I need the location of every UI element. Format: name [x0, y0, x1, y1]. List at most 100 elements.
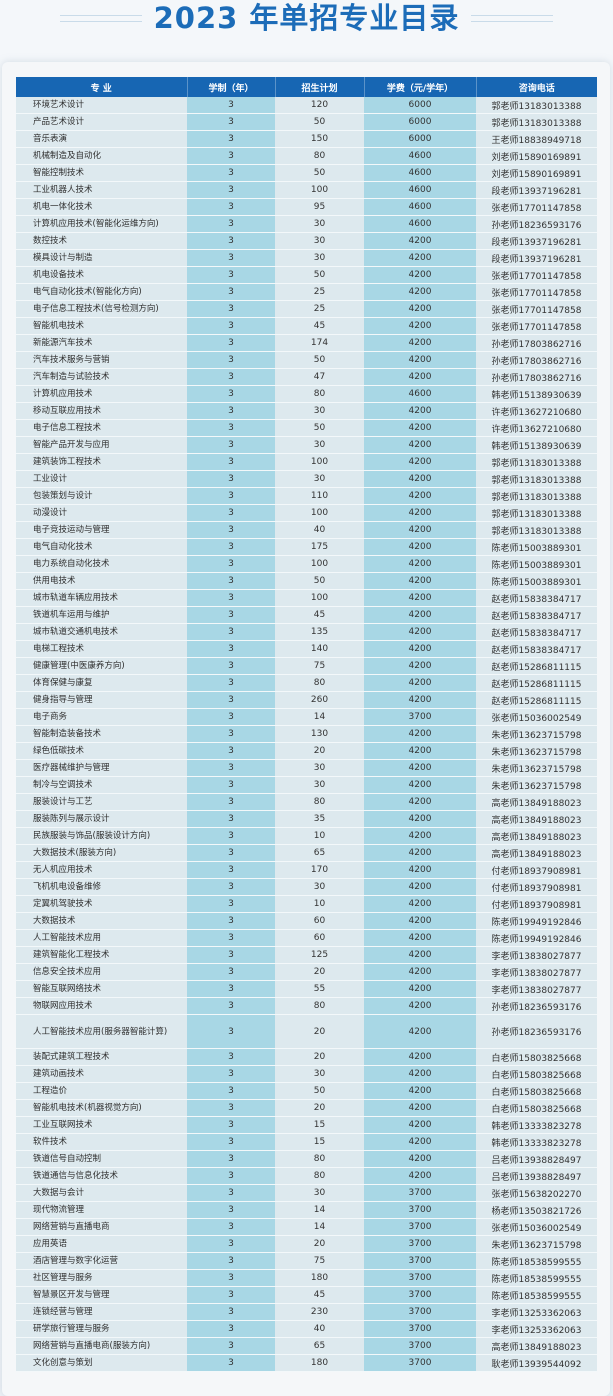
phone: 李老师13253362063 [476, 1303, 597, 1321]
duration: 3 [187, 997, 275, 1015]
tuition: 4600 [364, 385, 476, 403]
header-major: 专 业 [16, 77, 188, 97]
enrollment-plan: 50 [275, 351, 364, 369]
table-row: 研学旅行管理与服务 3 40 3700 李老师13253362063 [16, 1320, 597, 1338]
major-name: 计算机应用技术 [16, 385, 187, 403]
duration: 3 [187, 266, 275, 284]
major-name: 工业互联网技术 [16, 1116, 187, 1134]
tuition: 4200 [364, 691, 476, 709]
duration: 3 [187, 1235, 275, 1253]
tuition: 4200 [364, 419, 476, 437]
major-name: 人工智能技术应用(服务器智能计算) [16, 1014, 187, 1049]
duration: 3 [187, 368, 275, 386]
major-name: 研学旅行管理与服务 [16, 1320, 187, 1338]
major-name: 智能机电技术(机器视觉方向) [16, 1099, 187, 1117]
table-row: 定翼机驾驶技术 3 10 4200 付老师18937908981 [16, 895, 597, 913]
table-row: 电子商务 3 14 3700 张老师15036002549 [16, 708, 597, 726]
table-row: 医疗器械维护与管理 3 30 4200 朱老师13623715798 [16, 759, 597, 777]
duration: 3 [187, 640, 275, 658]
tuition: 4200 [364, 912, 476, 930]
table-row: 人工智能技术应用(服务器智能计算) 3 20 4200 孙老师18236593176 [16, 1014, 597, 1049]
tuition: 4200 [364, 1048, 476, 1066]
tuition: 4200 [364, 1014, 476, 1049]
tuition: 4600 [364, 181, 476, 199]
enrollment-plan: 80 [275, 147, 364, 165]
phone: 朱老师13623715798 [476, 776, 597, 794]
table-row: 社区管理与服务 3 180 3700 陈老师18538599555 [16, 1269, 597, 1287]
duration: 3 [187, 130, 275, 148]
table-row: 装配式建筑工程技术 3 20 4200 白老师15803825668 [16, 1048, 597, 1066]
major-name: 电子信息工程技术(信号检测方向) [16, 300, 187, 318]
duration: 3 [187, 334, 275, 352]
table-row: 服装陈列与展示设计 3 35 4200 高老师13849188023 [16, 810, 597, 828]
duration: 3 [187, 776, 275, 794]
duration: 3 [187, 1252, 275, 1270]
table-row: 机械制造及自动化 3 80 4600 刘老师15890169891 [16, 147, 597, 165]
major-name: 城市轨道交通机电技术 [16, 623, 187, 641]
table-row: 软件技术 3 15 4200 韩老师13333823278 [16, 1133, 597, 1151]
table-row: 健康管理(中医康养方向) 3 75 4200 赵老师15286811115 [16, 657, 597, 675]
major-name: 大数据技术 [16, 912, 187, 930]
phone: 郭老师13183013388 [476, 113, 597, 131]
tuition: 4200 [364, 402, 476, 420]
enrollment-plan: 30 [275, 1065, 364, 1083]
phone: 李老师13838027877 [476, 963, 597, 981]
tuition: 4200 [364, 538, 476, 556]
phone: 朱老师13623715798 [476, 725, 597, 743]
tuition: 4200 [364, 793, 476, 811]
enrollment-plan: 35 [275, 810, 364, 828]
tuition: 4200 [364, 1133, 476, 1151]
major-name: 体育保健与康复 [16, 674, 187, 692]
table-row: 城市轨道车辆应用技术 3 100 4200 赵老师15838384717 [16, 589, 597, 607]
table-row: 铁道信号自动控制 3 80 4200 吕老师13938828497 [16, 1150, 597, 1168]
phone: 吕老师13938828497 [476, 1150, 597, 1168]
tuition: 4200 [364, 249, 476, 267]
duration: 3 [187, 623, 275, 641]
majors-table: 专 业 学制（年） 招生计划 学费（元/学年） 咨询电话 环境艺术设计 3 120 6… [16, 77, 597, 1372]
major-name: 电子竞技运动与管理 [16, 521, 187, 539]
tuition: 4200 [364, 810, 476, 828]
phone: 高老师13849188023 [476, 793, 597, 811]
enrollment-plan: 100 [275, 504, 364, 522]
table-row: 现代物流管理 3 14 3700 杨老师13503821726 [16, 1201, 597, 1219]
tuition: 4600 [364, 198, 476, 216]
major-name: 定翼机驾驶技术 [16, 895, 187, 913]
phone: 陈老师15003889301 [476, 555, 597, 573]
tuition: 4200 [364, 623, 476, 641]
major-name: 应用英语 [16, 1235, 187, 1253]
duration: 3 [187, 844, 275, 862]
header-phone: 咨询电话 [476, 77, 597, 97]
major-name: 文化创意与策划 [16, 1354, 187, 1372]
duration: 3 [187, 1099, 275, 1117]
table-row: 工业设计 3 30 4200 郭老师13183013388 [16, 470, 597, 488]
duration: 3 [187, 895, 275, 913]
major-name: 社区管理与服务 [16, 1269, 187, 1287]
phone: 韩老师15138930639 [476, 436, 597, 454]
major-name: 无人机应用技术 [16, 861, 187, 879]
tuition: 4200 [364, 266, 476, 284]
table-row: 信息安全技术应用 3 20 4200 李老师13838027877 [16, 963, 597, 981]
enrollment-plan: 180 [275, 1269, 364, 1287]
duration: 3 [187, 1269, 275, 1287]
duration: 3 [187, 878, 275, 896]
phone: 白老师15803825668 [476, 1082, 597, 1100]
decorative-line-left [59, 14, 142, 22]
tuition: 4200 [364, 300, 476, 318]
major-name: 智能产品开发与应用 [16, 436, 187, 454]
duration: 3 [187, 470, 275, 488]
phone: 王老师18838949718 [476, 130, 597, 148]
table-row: 电子竞技运动与管理 3 40 4200 郭老师13183013388 [16, 521, 597, 539]
table-row: 数控技术 3 30 4200 段老师13937196281 [16, 232, 597, 250]
enrollment-plan: 50 [275, 266, 364, 284]
enrollment-plan: 30 [275, 215, 364, 233]
duration: 3 [187, 725, 275, 743]
major-name: 电气自动化技术 [16, 538, 187, 556]
page-header: 2023 年单招专业目录 [0, 0, 613, 36]
enrollment-plan: 15 [275, 1133, 364, 1151]
major-name: 供用电技术 [16, 572, 187, 590]
tuition: 4600 [364, 164, 476, 182]
major-name: 动漫设计 [16, 504, 187, 522]
enrollment-plan: 260 [275, 691, 364, 709]
phone: 张老师15036002549 [476, 1218, 597, 1236]
duration: 3 [187, 215, 275, 233]
